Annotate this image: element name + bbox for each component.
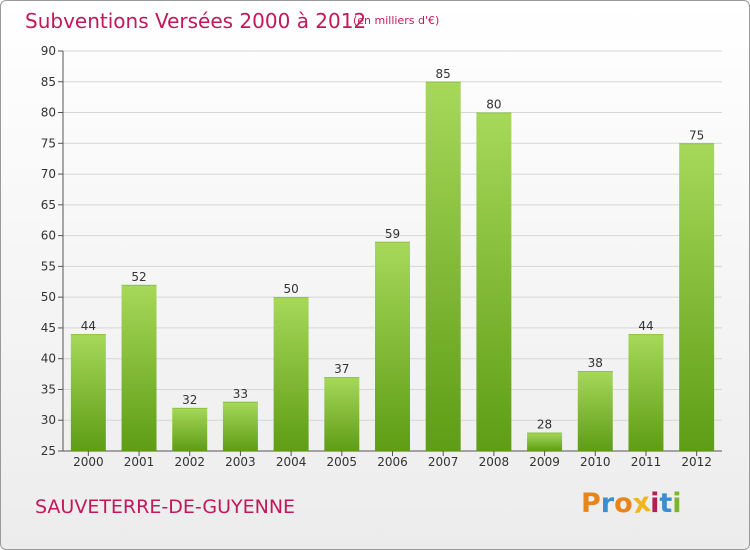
y-tick-label: 65 [41, 198, 56, 212]
bar-2002 [172, 407, 208, 451]
logo-letter: x [630, 486, 653, 521]
bars [70, 81, 715, 452]
x-tick-label: 2012 [681, 455, 712, 469]
bar-2001 [121, 284, 157, 451]
data-label: 38 [588, 356, 603, 370]
y-tick-label: 50 [41, 290, 56, 304]
bar-2007 [425, 81, 461, 452]
data-label: 52 [131, 270, 146, 284]
y-tick-label: 60 [41, 229, 56, 243]
data-label: 50 [283, 282, 298, 296]
logo-letter: i [672, 488, 682, 519]
x-tick-label: 2008 [479, 455, 510, 469]
y-tick-label: 80 [41, 106, 56, 120]
chart-unit-note: (en milliers d'€) [353, 14, 440, 27]
x-tick-label: 2011 [631, 455, 662, 469]
x-tick-label: 2006 [377, 455, 408, 469]
y-tick-label: 45 [41, 321, 56, 335]
y-tick-label: 90 [41, 44, 56, 58]
bar-2010 [577, 371, 613, 451]
logo-letter: P [581, 488, 601, 519]
y-tick-label: 35 [41, 382, 56, 396]
logo-letter: i [650, 488, 660, 519]
bar-2003 [222, 401, 258, 451]
y-tick-label: 25 [41, 444, 56, 458]
chart-title: Subventions Versées 2000 à 2012 [25, 9, 367, 33]
x-tick-label: 2004 [276, 455, 307, 469]
y-tick-label: 40 [41, 352, 56, 366]
bar-2008 [476, 112, 512, 452]
logo-letter: t [659, 488, 673, 519]
labels: 25 30 35 40 45 50 55 60 65 70 75 80 85 90 44 2000 52 2001… [41, 44, 712, 469]
bar-2009 [527, 432, 563, 451]
x-tick-label: 2002 [174, 455, 205, 469]
bar-2000 [70, 334, 106, 451]
bar-2012 [679, 143, 715, 452]
data-label: 28 [537, 418, 552, 432]
data-label: 44 [638, 319, 653, 333]
data-label: 44 [81, 319, 96, 333]
y-tick-label: 85 [41, 75, 56, 89]
x-tick-label: 2005 [327, 455, 358, 469]
x-tick-label: 2000 [73, 455, 104, 469]
bar-2005 [324, 377, 360, 451]
data-label: 59 [385, 227, 400, 241]
y-tick-label: 30 [41, 413, 56, 427]
x-tick-label: 2001 [124, 455, 155, 469]
x-tick-label: 2010 [580, 455, 611, 469]
bar-2004 [273, 297, 309, 451]
bar-2006 [375, 241, 410, 451]
data-label: 32 [182, 393, 197, 407]
data-label: 33 [233, 387, 248, 401]
data-label: 37 [334, 362, 349, 376]
x-tick-label: 2007 [428, 455, 459, 469]
data-label: 85 [436, 67, 451, 81]
y-tick-label: 75 [41, 136, 56, 150]
data-label: 80 [486, 98, 501, 112]
logo-letter: r [600, 488, 615, 519]
commune-name: SAUVETERRE-DE-GUYENNE [35, 496, 296, 518]
bar-2011 [628, 334, 664, 451]
proxiti-logo[interactable]: Proxiti [581, 486, 682, 521]
x-tick-label: 2009 [529, 455, 560, 469]
y-tick-label: 70 [41, 167, 56, 181]
logo-letter: o [614, 488, 633, 519]
x-tick-label: 2003 [225, 455, 256, 469]
y-tick-label: 55 [41, 259, 56, 273]
data-label: 75 [689, 128, 704, 142]
